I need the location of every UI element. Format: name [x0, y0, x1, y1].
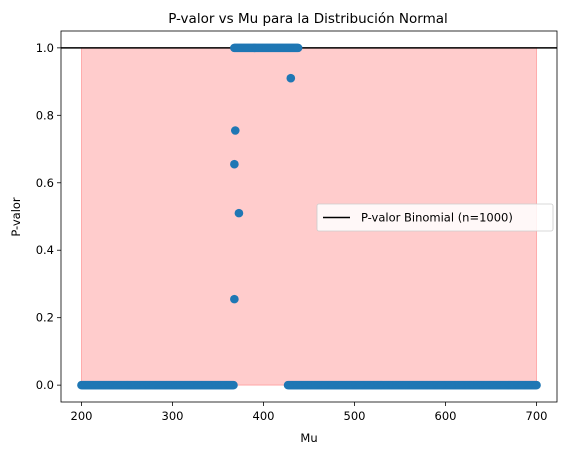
x-tick-label: 400	[253, 409, 275, 423]
x-axis-label: Mu	[300, 431, 317, 445]
chart-title: P-valor vs Mu para la Distribución Norma…	[168, 11, 448, 27]
legend-entry-binomial: P-valor Binomial (n=1000)	[361, 211, 513, 225]
y-tick-label: 0.8	[36, 108, 54, 122]
legend-box	[316, 203, 554, 232]
x-tick-label: 700	[526, 409, 548, 423]
x-tick-label: 500	[344, 409, 366, 423]
y-tick-label: 0.2	[36, 311, 54, 325]
data-point	[234, 208, 244, 218]
y-tick-label: 0.4	[36, 243, 54, 257]
data-point	[230, 294, 239, 304]
data-point	[532, 380, 541, 390]
x-tick-label: 600	[435, 409, 457, 423]
data-point	[293, 43, 303, 53]
data-point	[230, 126, 240, 135]
y-tick-label: 0.0	[36, 378, 54, 392]
y-axis-label: P-valor	[9, 197, 23, 237]
plot-frame	[60, 30, 558, 403]
y-axis-ticks: 0.0 0.2 0.4 0.6 0.8 1.0	[36, 41, 61, 392]
data-point	[229, 380, 238, 390]
y-tick-label: 1.0	[36, 41, 54, 55]
x-tick-label: 200	[71, 409, 93, 423]
data-points-layer	[77, 43, 541, 390]
x-tick-label: 300	[162, 409, 184, 423]
x-axis-ticks: 200 300 400 500 600 700	[71, 402, 548, 423]
y-tick-label: 0.6	[36, 176, 54, 190]
data-point	[286, 73, 296, 83]
legend: P-valor Binomial (n=1000)	[316, 203, 554, 232]
data-point	[230, 159, 239, 169]
